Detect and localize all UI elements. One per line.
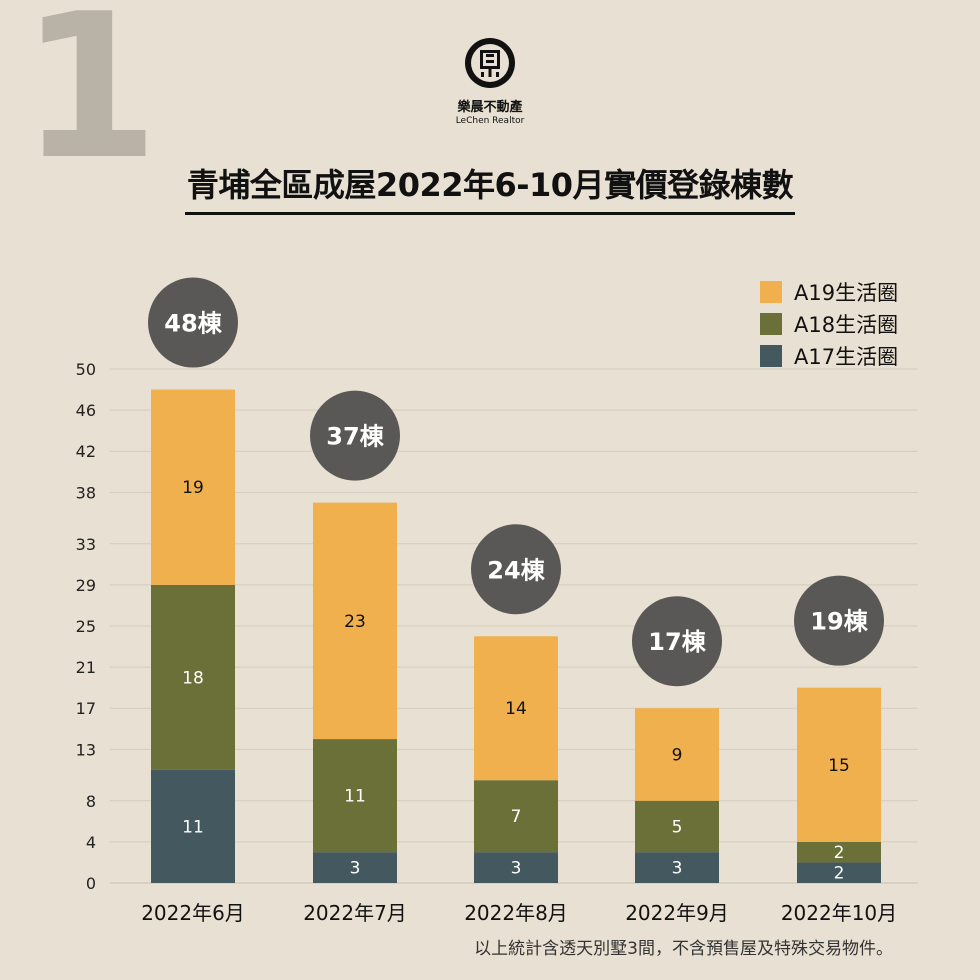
footnote: 以上統計含透天別墅3間，不含預售屋及特殊交易物件。 [474, 939, 893, 959]
bar-segment [635, 800, 719, 853]
y-tick-label: 13 [76, 740, 96, 759]
total-label: 24棟 [487, 556, 545, 584]
legend-item-a18: A18生活圈 [760, 308, 898, 340]
bar-segment [797, 841, 881, 863]
legend-item-a19: A19生活圈 [760, 276, 898, 308]
brand-logo: 樂晨不動產 LeChen Realtor [0, 36, 980, 126]
bar-value-label: 3 [511, 859, 522, 879]
y-tick-label: 29 [76, 576, 96, 595]
y-tick-label: 21 [76, 658, 96, 677]
bar-value-label: 2 [834, 843, 845, 863]
bar-segment [313, 852, 397, 883]
legend-label-a18: A18生活圈 [794, 313, 899, 337]
y-tick-label: 46 [76, 401, 96, 420]
bar-segment [635, 708, 719, 801]
bar-value-label: 7 [511, 807, 522, 827]
bar-value-label: 2 [834, 864, 845, 884]
bar-segment [151, 584, 235, 770]
bar-segment [151, 389, 235, 585]
y-tick-label: 42 [76, 442, 96, 461]
page-number: 1 [20, 0, 160, 204]
y-tick-label: 33 [76, 535, 96, 554]
total-bubble [794, 575, 884, 666]
bar-value-label: 5 [672, 817, 683, 837]
bar-segment [474, 852, 558, 883]
legend-item-a17: A17生活圈 [760, 340, 898, 372]
y-tick-label: 8 [86, 792, 96, 811]
bar-value-label: 18 [182, 668, 204, 688]
bar-value-label: 11 [344, 787, 366, 807]
y-tick-label: 17 [76, 699, 96, 718]
y-tick-label: 4 [86, 833, 96, 852]
y-tick-label: 0 [86, 874, 96, 893]
x-tick-label: 2022年7月 [303, 901, 407, 925]
legend-swatch-a19 [760, 281, 782, 303]
bar-segment [635, 852, 719, 883]
total-label: 17棟 [648, 628, 706, 656]
bar-segment [313, 502, 397, 740]
legend-label-a19: A19生活圈 [794, 281, 899, 305]
bar-segment [797, 687, 881, 842]
total-bubble [148, 277, 238, 368]
chart-legend: A19生活圈 A18生活圈 A17生活圈 [760, 276, 898, 372]
x-tick-label: 2022年6月 [141, 901, 245, 925]
total-bubble [310, 390, 400, 481]
legend-swatch-a17 [760, 345, 782, 367]
brand-name: 樂晨不動產 [457, 100, 523, 115]
bar-value-label: 9 [672, 746, 683, 766]
bar-value-label: 3 [672, 859, 683, 879]
total-label: 37棟 [326, 423, 384, 451]
bar-segment [474, 636, 558, 781]
brand-subtitle: LeChen Realtor [455, 116, 525, 126]
bar-value-label: 3 [350, 859, 361, 879]
x-tick-label: 2022年8月 [464, 901, 568, 925]
total-label: 19棟 [810, 608, 868, 636]
bar-segment [474, 780, 558, 853]
legend-swatch-a18 [760, 313, 782, 335]
total-label: 48棟 [164, 310, 222, 338]
bar-value-label: 15 [828, 756, 850, 776]
y-tick-label: 38 [76, 483, 96, 502]
x-tick-label: 2022年9月 [625, 901, 729, 925]
lechen-logo-icon [465, 38, 515, 88]
y-tick-label: 25 [76, 617, 96, 636]
bar-segment [151, 769, 235, 883]
legend-label-a17: A17生活圈 [794, 345, 899, 369]
total-bubble [471, 524, 561, 615]
bar-segment [797, 862, 881, 883]
x-tick-label: 2022年10月 [781, 901, 897, 925]
total-bubble [632, 596, 722, 687]
bar-value-label: 11 [182, 817, 204, 837]
bar-segment [313, 739, 397, 853]
bar-value-label: 19 [182, 478, 204, 498]
y-tick-label: 50 [76, 360, 96, 379]
chart-title: 青埔全區成屋2022年6-10月實價登錄棟數 [184, 160, 796, 215]
bar-value-label: 14 [505, 699, 527, 719]
bar-value-label: 23 [344, 612, 366, 632]
